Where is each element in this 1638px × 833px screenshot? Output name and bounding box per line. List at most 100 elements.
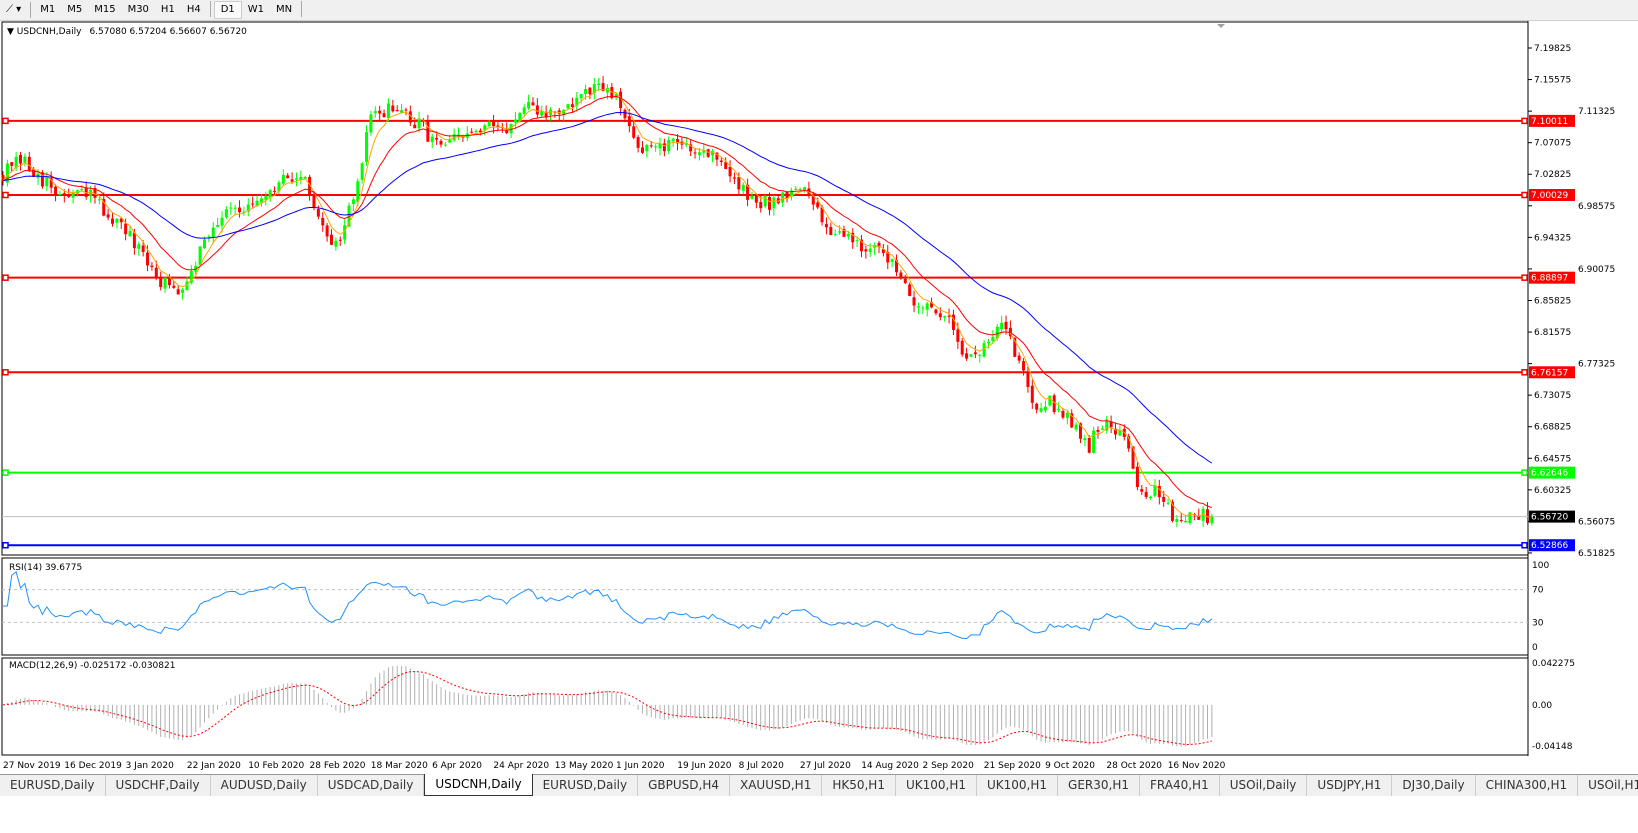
candle-body [54,186,58,196]
candle [351,197,355,212]
chart-tab[interactable]: HK50,H1 [822,775,896,796]
timeframe-m30-button[interactable]: M30 [127,4,149,15]
chart-tab[interactable]: EURUSD,Daily [533,775,639,796]
chart-tab[interactable]: FRA40,H1 [1140,775,1220,796]
candle-body [746,184,750,200]
chart-tab[interactable]: CHINA300,H1 [1476,775,1579,796]
candle-body [864,249,868,252]
level-anchor-handle [1521,469,1528,476]
candle [873,242,877,255]
candle [768,192,771,216]
candle [1184,516,1188,523]
candle-body [426,121,430,142]
candle-body [943,315,947,318]
chart-tab[interactable]: GER30,H1 [1058,775,1140,796]
candle [487,119,491,127]
candle [378,105,382,120]
candle-body [80,189,84,191]
candle-body [1105,419,1109,431]
candle-body [886,252,890,263]
candle-body [163,277,167,289]
date-tick-label: 9 Oct 2020 [1045,761,1095,771]
chart-tab[interactable]: USDJPY,H1 [1307,775,1393,796]
level-anchor-handle [2,469,9,476]
candle-body [176,289,180,295]
chart-tab[interactable]: XAUUSD,H1 [730,775,823,796]
candle [886,244,890,270]
candle-body [478,130,482,133]
candle [855,237,859,247]
candle [10,161,14,172]
chart-header: ▼ USDCNH,Daily 6.57080 6.57204 6.56607 6.… [7,27,247,37]
candle [535,98,539,118]
chart-tab[interactable]: EURUSD,Daily [0,775,106,796]
candle-body [330,234,333,245]
candle-body [246,204,250,212]
candle-body [991,336,995,342]
candle-body [789,190,793,197]
candle-body [1100,428,1104,430]
candle-body [268,190,272,198]
timeframe-h4-button[interactable]: H4 [186,4,201,15]
level-price-badge [1529,466,1575,479]
candle [1087,435,1091,454]
candle-body [14,156,18,168]
candle [868,243,872,257]
chart-tab[interactable]: USDCHF,Daily [106,775,211,796]
candle-body [715,152,719,160]
chart-tab[interactable]: USOil,Daily [1220,775,1308,796]
candle-body [873,245,877,248]
chart-area[interactable]: 7.19825 7.15575 7.11325 7.07075 7.02825 6.985… [0,21,1638,773]
chart-tab[interactable]: GBPUSD,H4 [638,775,730,796]
price-tick-label: 6.73075 [1534,391,1571,401]
chart-tab[interactable]: UK100,H1 [977,775,1059,796]
candle-body [417,118,421,129]
chart-tab[interactable]: USOil,H1 [1578,775,1638,796]
candle-body [439,140,443,145]
candle [84,181,88,200]
candle-body [1065,412,1069,418]
candle-body [1000,322,1004,329]
chart-tab[interactable]: UK100,H1 [896,775,977,796]
candle [570,97,574,114]
line-tool-icon[interactable]: ⟋ ▾ [6,4,22,15]
candle-body [632,126,636,138]
timeframe-m15-button[interactable]: M15 [94,4,116,15]
candle-body [623,109,627,119]
level-anchor-handle [2,117,9,125]
timeframe-d1-button[interactable]: D1 [213,1,242,19]
chart-tab[interactable]: AUDUSD,Daily [211,775,318,796]
chart-tab[interactable]: DJ30,Daily [1392,775,1476,796]
candle-body [750,195,754,199]
candle-body [132,232,136,248]
candle [934,308,938,316]
candle [404,107,408,116]
candle-body [969,354,973,357]
candle [360,161,364,184]
date-tick-label: 16 Dec 2019 [64,761,122,771]
macd-signal-line [2,671,1212,745]
timeframe-h1-button[interactable]: H1 [160,4,175,15]
candle [890,258,894,268]
candle-body [540,110,544,116]
candle-body [452,134,456,141]
timeframe-toolbar: ⟋ ▾ M1 M5 M15 M30 H1 H4 D1 W1 MN [0,0,1638,21]
candle-body [1022,361,1026,371]
candle [5,159,9,187]
timeframe-m5-button[interactable]: M5 [67,4,83,15]
chart-tab[interactable]: USDCAD,Daily [318,775,425,796]
candle-body [575,97,579,106]
level-price-badge [1529,189,1575,202]
candle-body [579,94,583,99]
candle-body [934,309,938,314]
timeframe-w1-button[interactable]: W1 [247,4,265,15]
candle [89,185,93,203]
candle-body [798,189,802,191]
chart-tab[interactable]: USDCNH,Daily [424,774,533,796]
candle [321,212,325,232]
candle [391,99,395,113]
timeframe-m1-button[interactable]: M1 [40,4,56,15]
timeframe-mn-button[interactable]: MN [276,4,293,15]
candle [176,284,180,295]
candle-body [689,144,693,152]
